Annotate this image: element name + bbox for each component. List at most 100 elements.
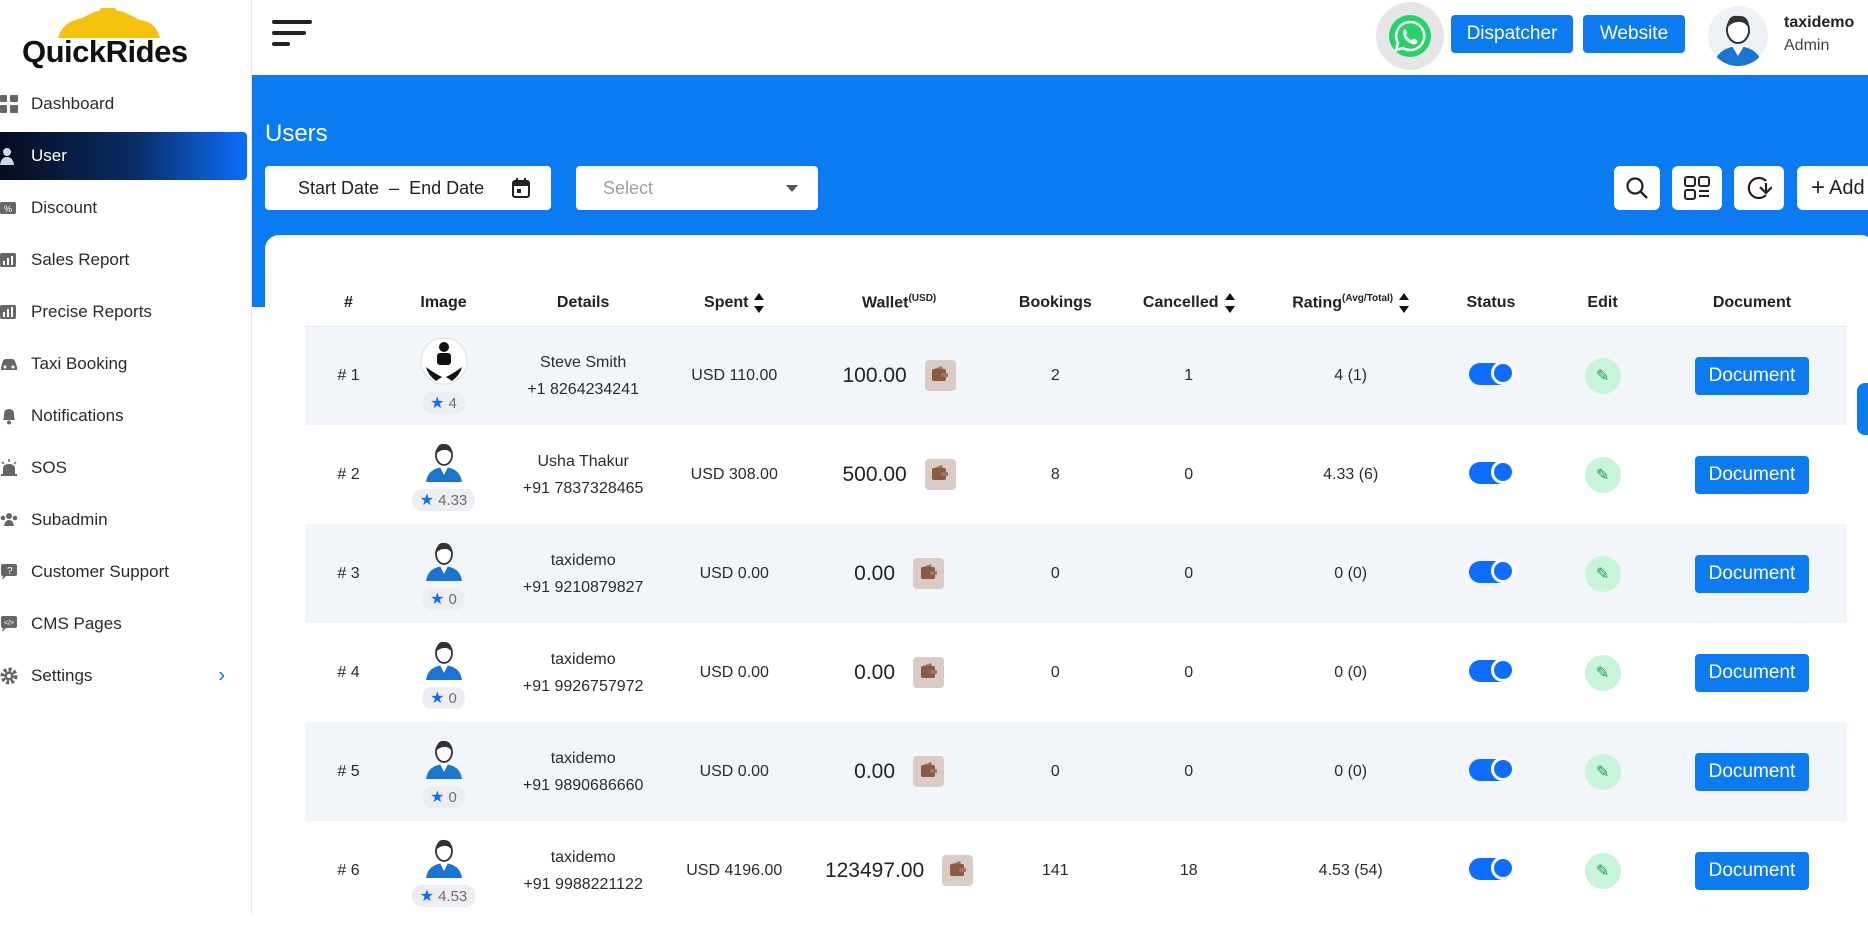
pencil-icon: ✎ (1595, 565, 1610, 583)
user-avatar-icon[interactable] (420, 337, 468, 390)
col-num-header: # (305, 280, 392, 327)
user-avatar-icon (1714, 15, 1762, 66)
edit-button[interactable]: ✎ (1584, 852, 1621, 889)
status-toggle[interactable] (1468, 361, 1515, 386)
menu-toggle-icon[interactable] (272, 20, 312, 50)
wallet-amount: 0.00 (854, 759, 896, 783)
website-button[interactable]: Website (1583, 15, 1685, 53)
col-bookings-header: Bookings (1000, 280, 1110, 327)
edit-button[interactable]: ✎ (1584, 555, 1621, 592)
rating-badge: ★ 4.33 (411, 489, 476, 511)
image-cell: ★ 4.53 (392, 821, 495, 920)
sidebar-item-label: Notifications (31, 406, 124, 425)
user-avatar-icon[interactable] (422, 438, 466, 487)
user-avatar-icon[interactable] (422, 636, 466, 685)
table-row: # 2 ★ 4.33 Usha Thakur +91 7837328465 USD 308… (305, 425, 1847, 524)
status-toggle[interactable] (1468, 460, 1515, 484)
sort-icon[interactable] (1399, 292, 1410, 313)
edit-button[interactable]: ✎ (1584, 753, 1621, 790)
star-icon: ★ (430, 591, 445, 608)
qr-code-button[interactable] (1672, 166, 1722, 210)
sort-icon[interactable] (754, 292, 765, 313)
rating-badge: ★ 4 (422, 392, 465, 415)
calendar-icon (512, 178, 530, 198)
sidebar-item-settings[interactable]: Settings › (0, 650, 247, 702)
add-user-button[interactable]: + Add (1797, 166, 1868, 210)
sidebar-item-label: Customer Support (31, 562, 169, 581)
user-avatar-icon[interactable] (422, 537, 466, 586)
sidebar-item-notifications[interactable]: Notifications (0, 390, 247, 442)
row-number: # 6 (337, 861, 360, 879)
sidebar-item-sales-report[interactable]: Sales Report (0, 234, 247, 286)
export-icon (1747, 176, 1772, 200)
wallet-cell: 123497.00 (797, 821, 1001, 920)
col-cancelled-header[interactable]: Cancelled (1109, 280, 1268, 327)
sidebar-item-user[interactable]: User (0, 132, 247, 180)
col-spent-header[interactable]: Spent (671, 280, 798, 327)
sidebar-item-label: Sales Report (31, 250, 130, 269)
user-phone: +91 9210879827 (522, 578, 644, 596)
wallet-amount: 0.00 (854, 660, 896, 684)
whatsapp-button[interactable] (1376, 2, 1444, 70)
quickrides-logo[interactable]: QuickRides (18, 8, 188, 70)
sidebar-item-taxi-booking[interactable]: Taxi Booking (0, 338, 247, 390)
cancelled-cell: 18 (1179, 861, 1198, 879)
wallet-button[interactable] (913, 558, 945, 589)
cancelled-cell: 0 (1109, 722, 1268, 821)
chevron-down-icon (786, 185, 798, 192)
wallet-cell: 0.00 (797, 722, 1001, 821)
rating-badge-value: 4.53 (438, 887, 468, 905)
dispatcher-button[interactable]: Dispatcher (1451, 15, 1573, 53)
sidebar-item-sos[interactable]: SOS (0, 442, 247, 494)
status-toggle[interactable] (1468, 559, 1515, 583)
col-rating-header[interactable]: Rating(Avg/Total) (1267, 280, 1434, 327)
sidebar-item-dashboard[interactable]: Dashboard (0, 78, 247, 130)
bookings-cell: 2 (1000, 326, 1110, 425)
wallet-button[interactable] (913, 756, 945, 787)
user-avatar-icon[interactable] (422, 735, 466, 784)
wallet-button[interactable] (924, 459, 956, 490)
sort-icon[interactable] (1224, 292, 1235, 313)
document-button[interactable]: Document (1694, 455, 1810, 494)
wallet-button[interactable] (942, 855, 974, 886)
document-button[interactable]: Document (1694, 752, 1810, 791)
sidebar-item-precise-reports[interactable]: Precise Reports (0, 286, 247, 338)
image-cell: ★ 0 (392, 623, 495, 722)
filter-select[interactable]: Select (576, 166, 818, 210)
details-cell: Steve Smith +1 8264234241 (495, 326, 672, 425)
cancelled-cell: 1 (1109, 326, 1268, 425)
document-button[interactable]: Document (1694, 356, 1810, 395)
rating-cell: 0 (0) (1334, 663, 1368, 681)
sidebar-item-discount[interactable]: % Discount (0, 182, 247, 234)
row-number: # 5 (305, 722, 392, 821)
status-toggle[interactable] (1468, 757, 1515, 781)
spent-cell: USD 110.00 (671, 326, 798, 425)
document-button[interactable]: Document (1694, 554, 1810, 593)
spent-cell: USD 0.00 (699, 663, 769, 681)
user-name: taxidemo (550, 551, 616, 569)
sidebar: QuickRides Dashboard User% Discount Sales R… (0, 0, 252, 915)
status-toggle[interactable] (1468, 658, 1515, 682)
sidebar-item-customer-support[interactable]: ? Customer Support (0, 546, 247, 598)
document-button[interactable]: Document (1694, 851, 1810, 890)
admin-avatar[interactable] (1708, 6, 1768, 66)
edit-button[interactable]: ✎ (1584, 654, 1621, 691)
wallet-button[interactable] (924, 360, 956, 392)
side-panel-tab[interactable] (1857, 383, 1868, 435)
wallet-icon (920, 661, 938, 685)
wallet-button[interactable] (913, 657, 945, 688)
status-toggle[interactable] (1468, 856, 1515, 880)
sidebar-item-cms-pages[interactable]: </> CMS Pages (0, 598, 247, 650)
sales-report-icon (0, 251, 18, 269)
table-row: # 1 ★ 4 Steve Smith +1 8264234241 USD 110.00 1… (305, 326, 1847, 425)
rating-badge-value: 4.33 (438, 491, 468, 509)
edit-button[interactable]: ✎ (1584, 456, 1621, 493)
date-separator: – (389, 177, 400, 198)
export-button[interactable] (1734, 166, 1784, 210)
date-range-picker[interactable]: Start Date – End Date (265, 166, 551, 210)
sidebar-item-subadmin[interactable]: Subadmin (0, 494, 247, 546)
document-button[interactable]: Document (1694, 653, 1810, 692)
search-button[interactable] (1614, 166, 1660, 210)
user-avatar-icon[interactable] (422, 834, 466, 883)
edit-button[interactable]: ✎ (1584, 357, 1621, 394)
